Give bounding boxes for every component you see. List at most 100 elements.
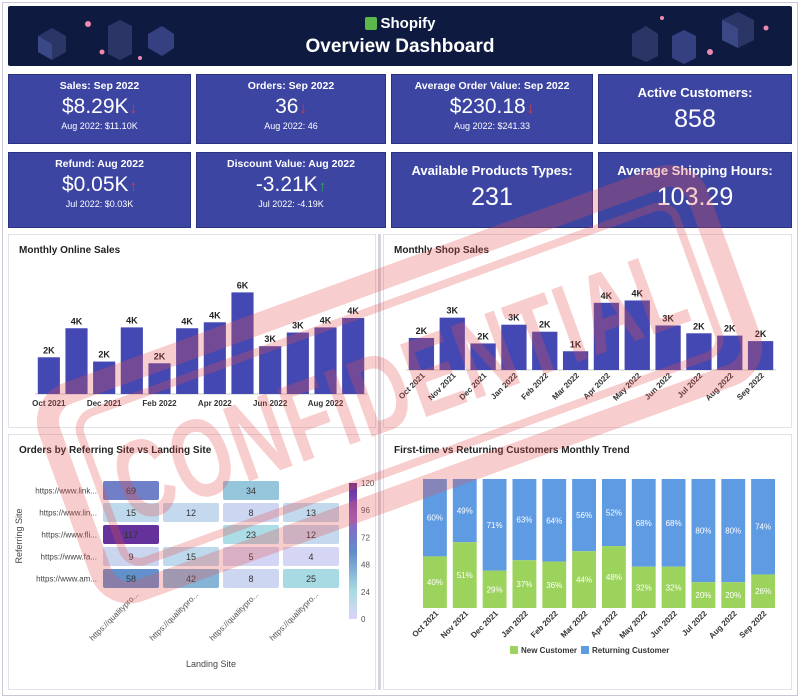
bar [148, 363, 171, 394]
x-tick-label: Jan 2022 [489, 371, 520, 402]
cell-value: 15 [126, 508, 136, 518]
data-label: 3K [264, 334, 276, 344]
data-label: 4K [181, 316, 193, 326]
data-label: 32% [636, 583, 652, 592]
scale-tick-label: 0 [361, 615, 366, 624]
heatmap-cell [223, 569, 279, 588]
bar [408, 337, 435, 370]
data-label: 1K [570, 339, 582, 349]
kpi-value-row: 36↓ [197, 95, 385, 120]
data-label: 71% [487, 521, 503, 530]
cell-value: 42 [186, 574, 196, 584]
y-tick-label: https://www.fli... [41, 531, 97, 540]
bar [439, 317, 465, 370]
bar [470, 343, 496, 370]
data-label: 32% [666, 583, 682, 592]
data-label: 36% [546, 581, 562, 590]
arrow-down-icon: ↓ [299, 100, 307, 117]
arrow-down-icon: ↓ [526, 100, 535, 117]
chart-title: Monthly Online Sales [19, 245, 121, 256]
kpi-comparison: Aug 2022: $11.10K [61, 121, 138, 131]
bar [532, 331, 558, 370]
data-label: 52% [606, 509, 622, 518]
heatmap-cell [223, 547, 279, 566]
header-decoration-right [632, 12, 769, 64]
data-label: 40% [427, 578, 443, 587]
scale-tick-label: 96 [361, 506, 370, 515]
x-tick-label: Aug 2022 [707, 609, 739, 641]
chart-title: First-time vs Returning Customers Monthl… [394, 445, 630, 456]
y-axis-title: Referring Site [14, 508, 24, 563]
kpi-card-available-product-types: Available Products Types: 231 [391, 152, 593, 228]
data-label: 20% [695, 591, 711, 600]
data-label: 60% [427, 514, 443, 523]
data-label: 48% [606, 573, 622, 582]
kpi-comparison: Jul 2022: -4.19K [258, 199, 324, 209]
scale-tick-label: 24 [361, 588, 370, 597]
cell-value: 69 [126, 486, 136, 496]
data-label: 29% [487, 585, 503, 594]
bar [562, 351, 589, 370]
new-bar-segment [601, 546, 626, 608]
heatmap-cell [103, 547, 159, 566]
kpi-comparison: Aug 2022: $241.33 [453, 121, 531, 131]
returning-bar-segment [572, 479, 597, 552]
new-bar-segment [452, 542, 477, 608]
x-tick-label: Apr 2022 [589, 609, 620, 640]
legend-label: Returning Customer [592, 646, 669, 655]
data-label: 2K [724, 324, 736, 334]
x-tick-label: Nov 2021 [426, 371, 458, 403]
data-label: 3K [508, 313, 520, 323]
x-tick-label: https://qualitypro... [268, 590, 321, 643]
brand-name: Shopify [380, 15, 436, 32]
kpi-card-average-shipping-hours: Average Shipping Hours: 103.29 [598, 152, 792, 228]
data-label: 3K [292, 321, 304, 331]
arrow-up-icon: ↑ [129, 178, 138, 195]
cell-value: 12 [306, 530, 316, 540]
dashboard-title: Overview Dashboard [305, 36, 495, 57]
returning-bar-segment [422, 479, 447, 557]
bar [286, 332, 309, 394]
x-tick-label: Dec 2021 [87, 399, 122, 408]
x-tick-label: Oct 2021 [32, 399, 66, 408]
x-tick-label: Apr 2022 [198, 399, 232, 408]
kpi-value-row: $0.05K↑ [9, 173, 190, 198]
kpi-value-row: $8.29K↓ [9, 95, 190, 120]
data-label: 20% [725, 591, 741, 600]
kpi-value: $230.18 [449, 95, 526, 118]
cell-value: 25 [306, 574, 316, 584]
scale-tick-label: 120 [361, 479, 375, 488]
data-label: 51% [457, 571, 473, 580]
data-label: 44% [576, 576, 592, 585]
cell-value: 23 [246, 530, 256, 540]
kpi-label: Average Shipping Hours: [617, 163, 773, 178]
data-label: 4K [320, 315, 332, 325]
data-label: 68% [636, 519, 652, 528]
kpi-card-active-customers: Active Customers: 858 [598, 74, 792, 144]
heatmap-cell [163, 569, 219, 588]
bar [655, 325, 681, 370]
x-tick-label: Sep 2022 [735, 371, 766, 402]
data-label: 68% [666, 519, 682, 528]
legend-swatch [510, 646, 518, 654]
scale-tick-label: 72 [361, 533, 370, 542]
x-tick-label: Mar 2022 [559, 609, 590, 640]
returning-bar-segment [452, 479, 477, 543]
x-tick-label: Jun 2022 [648, 609, 679, 640]
dashboard-header: Shopify Overview Dashboard [8, 6, 792, 66]
kpi-card-sales: Sales: Sep 2022 $8.29K↓ Aug 2022: $11.10… [8, 74, 191, 144]
data-label: 4K [209, 310, 221, 320]
x-tick-label: May 2022 [611, 371, 643, 403]
heatmap-cell [163, 547, 219, 566]
brand-logo: Shopify [8, 15, 792, 32]
bar [37, 357, 60, 394]
panel-orders-heatmap: Orders by Referring Site vs Landing Site… [8, 434, 376, 690]
returning-bar-segment [721, 479, 746, 583]
cell-value: 58 [126, 574, 136, 584]
y-tick-label: https://www.link... [35, 487, 97, 496]
returning-bar-segment [482, 479, 507, 571]
kpi-label: Available Products Types: [411, 163, 573, 178]
cell-value: 12 [186, 508, 196, 518]
new-bar-segment [691, 582, 716, 608]
kpi-value: 103.29 [656, 183, 734, 211]
